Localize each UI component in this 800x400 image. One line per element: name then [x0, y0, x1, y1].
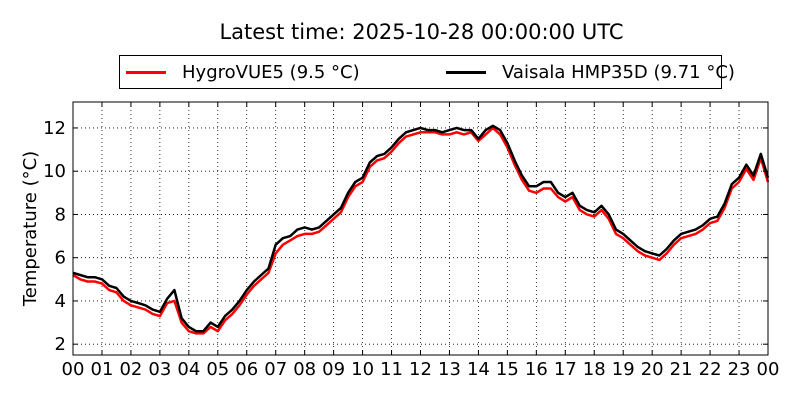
x-tick-label: 20: [641, 359, 664, 380]
x-tick-label: 12: [409, 359, 432, 380]
x-tick-label: 06: [235, 359, 258, 380]
legend-swatch-vaisala: [446, 70, 486, 74]
legend-swatch-hygrovue5: [126, 70, 166, 74]
legend-item-hygrovue5: HygroVUE5 (9.5 °C): [126, 56, 360, 88]
x-tick-label: 10: [351, 359, 374, 380]
x-tick-label: 07: [264, 359, 287, 380]
x-tick-label: 15: [496, 359, 519, 380]
series-line-vaisala: [72, 124, 770, 333]
y-axis-label: Temperature (°C): [20, 151, 41, 307]
y-tick-label: 6: [55, 248, 66, 269]
x-tick-label: 19: [612, 359, 635, 380]
x-tick-label: 13: [438, 359, 461, 380]
legend-item-vaisala: Vaisala HMP35D (9.71 °C): [446, 56, 735, 88]
x-tick-label: 00: [757, 359, 780, 380]
legend-label-hygrovue5: HygroVUE5 (9.5 °C): [182, 61, 360, 83]
x-tick-label: 05: [206, 359, 229, 380]
legend-label-vaisala: Vaisala HMP35D (9.71 °C): [502, 61, 735, 83]
x-tick-label: 16: [525, 359, 548, 380]
x-tick-label: 09: [322, 359, 345, 380]
y-tick-label: 8: [55, 204, 66, 225]
x-tick-label: 08: [293, 359, 316, 380]
x-tick-label: 01: [91, 359, 114, 380]
x-tick-label: 18: [583, 359, 606, 380]
y-tick-label: 4: [55, 291, 66, 312]
x-tick-label: 14: [467, 359, 490, 380]
y-tick-label: 12: [43, 118, 66, 139]
y-tick-label: 10: [43, 161, 66, 182]
x-tick-label: 17: [554, 359, 577, 380]
chart-title: Latest time: 2025-10-28 00:00:00 UTC: [219, 20, 624, 44]
legend: HygroVUE5 (9.5 °C) Vaisala HMP35D (9.71 …: [119, 55, 735, 89]
x-tick-label: 22: [699, 359, 722, 380]
x-tick-label: 00: [62, 359, 85, 380]
x-tick-label: 11: [380, 359, 403, 380]
x-tick-label: 04: [177, 359, 200, 380]
x-tick-label: 03: [148, 359, 171, 380]
x-tick-label: 02: [119, 359, 142, 380]
x-tick-label: 21: [670, 359, 693, 380]
x-tick-label: 23: [728, 359, 751, 380]
plot-frame: [72, 101, 769, 356]
y-tick-label: 2: [55, 334, 66, 355]
series-line-hygrovue5: [72, 126, 770, 335]
